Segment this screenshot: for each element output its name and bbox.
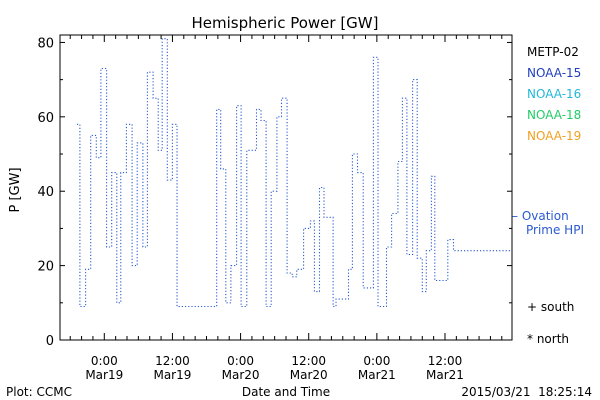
chart-title: Hemispheric Power [GW]: [192, 14, 379, 32]
legend-satellite-metp-02: METP-02: [527, 45, 579, 59]
x-tick-time-label: 12:00: [155, 354, 190, 368]
x-tick-date-label: Mar19: [153, 368, 191, 382]
x-tick-date-label: Mar19: [85, 368, 123, 382]
plot-credit: Plot: CCMC: [6, 385, 72, 399]
x-tick-date-label: Mar21: [426, 368, 464, 382]
y-axis-ticks: 0 20 40 60 80: [37, 36, 512, 349]
y-tick-label: 60: [37, 111, 54, 126]
x-tick-date-label: Mar20: [290, 368, 328, 382]
y-axis-label: P [GW]: [8, 167, 23, 212]
x-tick-time-label: 0:00: [227, 354, 254, 368]
x-tick-time-label: 0:00: [363, 354, 390, 368]
x-tick-time-label: 0:00: [91, 354, 118, 368]
timestamp: 2015/03/21 18:25:14: [461, 385, 592, 399]
legend-ovation-line2: Prime HPI: [526, 223, 584, 237]
x-axis-label: Date and Time: [242, 385, 330, 399]
ovation-hpi-line: [77, 38, 512, 308]
x-tick-time-label: 12:00: [428, 354, 463, 368]
plot-frame: [59, 34, 513, 341]
x-axis-ticks: 0:00Mar1912:00Mar190:00Mar2012:00Mar200:…: [69, 35, 503, 382]
y-tick-label: 40: [37, 185, 54, 200]
x-tick-date-label: Mar21: [358, 368, 396, 382]
legend-south: + south: [527, 300, 574, 314]
legend-satellite-noaa-18: NOAA-18: [527, 108, 581, 122]
legend-ovation-line1: – Ovation: [512, 209, 569, 223]
x-tick-time-label: 12:00: [291, 354, 326, 368]
y-tick-label: 80: [37, 36, 54, 51]
y-tick-label: 20: [37, 260, 54, 275]
legend-north: * north: [527, 332, 569, 346]
legend-satellite-noaa-16: NOAA-16: [527, 87, 581, 101]
satellite-legend: METP-02 NOAA-15 NOAA-16 NOAA-18 NOAA-19: [527, 45, 581, 143]
legend-satellite-noaa-15: NOAA-15: [527, 66, 581, 80]
x-tick-date-label: Mar20: [222, 368, 260, 382]
legend-satellite-noaa-19: NOAA-19: [527, 129, 581, 143]
y-tick-label: 0: [46, 334, 54, 349]
